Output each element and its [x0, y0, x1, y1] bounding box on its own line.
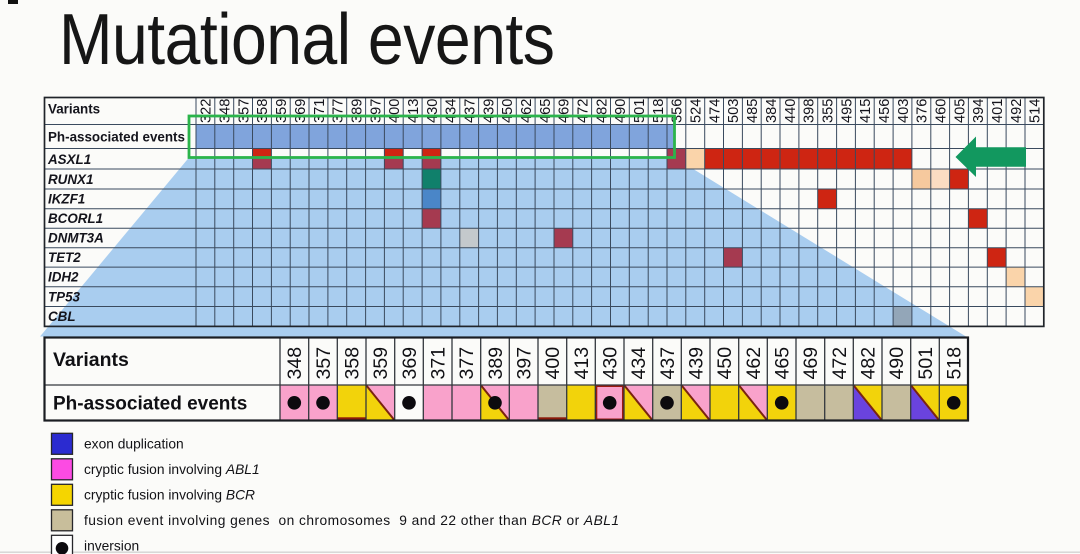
svg-text:371: 371	[428, 347, 450, 380]
svg-text:501: 501	[632, 99, 648, 123]
svg-text:460: 460	[934, 99, 950, 123]
svg-text:CBL: CBL	[48, 309, 76, 324]
svg-text:518: 518	[651, 99, 667, 123]
svg-text:440: 440	[783, 99, 799, 123]
svg-text:inversion: inversion	[84, 539, 139, 554]
svg-text:482: 482	[594, 99, 610, 123]
svg-text:462: 462	[743, 347, 765, 380]
svg-text:415: 415	[858, 99, 874, 123]
svg-text:322: 322	[199, 99, 215, 123]
svg-text:524: 524	[689, 99, 705, 123]
svg-text:400: 400	[542, 347, 564, 380]
svg-text:377: 377	[456, 347, 478, 380]
svg-text:371: 371	[312, 99, 328, 123]
svg-text:384: 384	[764, 99, 780, 123]
svg-text:501: 501	[915, 347, 937, 380]
svg-text:398: 398	[802, 99, 818, 123]
svg-text:355: 355	[820, 99, 836, 123]
svg-text:450: 450	[500, 99, 516, 123]
svg-text:403: 403	[896, 99, 912, 123]
svg-text:348: 348	[284, 347, 306, 380]
svg-text:469: 469	[557, 99, 573, 123]
svg-text:DNMT3A: DNMT3A	[48, 231, 104, 246]
svg-text:490: 490	[886, 347, 908, 380]
svg-text:437: 437	[463, 99, 479, 123]
svg-text:Ph-associated events: Ph-associated events	[48, 130, 185, 145]
svg-text:Variants: Variants	[48, 102, 100, 117]
svg-text:430: 430	[600, 347, 622, 380]
svg-text:exon duplication: exon duplication	[84, 437, 184, 452]
svg-text:Mutational events: Mutational events	[59, 0, 554, 80]
svg-text:fusion event involving genes: fusion event involving genes on chromoso…	[84, 513, 619, 528]
svg-text:434: 434	[628, 347, 650, 380]
svg-text:514: 514	[1028, 99, 1044, 123]
svg-text:495: 495	[839, 99, 855, 123]
svg-text:358: 358	[255, 99, 271, 123]
svg-text:462: 462	[519, 99, 535, 123]
svg-text:401: 401	[990, 99, 1006, 123]
svg-text:369: 369	[293, 99, 309, 123]
svg-text:472: 472	[576, 99, 592, 123]
svg-text:490: 490	[613, 99, 629, 123]
svg-text:Ph-associated events: Ph-associated events	[53, 394, 247, 415]
svg-text:465: 465	[538, 99, 554, 123]
svg-text:413: 413	[406, 99, 422, 123]
svg-text:BCORL1: BCORL1	[48, 211, 103, 226]
svg-text:437: 437	[657, 347, 679, 380]
svg-text:482: 482	[858, 347, 880, 380]
svg-text:397: 397	[514, 347, 536, 380]
svg-text:358: 358	[342, 347, 364, 380]
svg-text:456: 456	[877, 99, 893, 123]
svg-text:IDH2: IDH2	[48, 270, 79, 285]
svg-text:474: 474	[707, 99, 723, 123]
svg-text:389: 389	[485, 347, 507, 380]
svg-text:cryptic fusion involving BCR: cryptic fusion involving BCR	[84, 488, 255, 503]
svg-text:348: 348	[218, 99, 234, 123]
svg-text:TP53: TP53	[48, 289, 81, 304]
svg-text:357: 357	[313, 347, 335, 380]
svg-text:503: 503	[726, 99, 742, 123]
svg-text:356: 356	[670, 99, 686, 123]
svg-text:430: 430	[425, 99, 441, 123]
svg-text:369: 369	[399, 347, 421, 380]
svg-text:389: 389	[349, 99, 365, 123]
svg-text:IKZF1: IKZF1	[48, 192, 85, 207]
svg-text:Variants: Variants	[53, 349, 129, 371]
svg-text:394: 394	[971, 99, 987, 123]
svg-text:RUNX1: RUNX1	[48, 172, 93, 187]
svg-text:413: 413	[571, 347, 593, 380]
svg-text:472: 472	[829, 347, 851, 380]
svg-text:359: 359	[274, 99, 290, 123]
svg-text:405: 405	[952, 99, 968, 123]
svg-text:TET2: TET2	[48, 250, 81, 265]
svg-text:400: 400	[387, 99, 403, 123]
svg-text:357: 357	[236, 99, 252, 123]
svg-text:492: 492	[1009, 99, 1025, 123]
svg-text:469: 469	[800, 347, 822, 380]
svg-text:376: 376	[915, 99, 931, 123]
svg-text:cryptic fusion involving ABL1: cryptic fusion involving ABL1	[84, 462, 260, 477]
svg-text:397: 397	[368, 99, 384, 123]
svg-text:485: 485	[745, 99, 761, 123]
svg-text:ASXL1: ASXL1	[47, 152, 91, 167]
svg-text:434: 434	[444, 99, 460, 123]
svg-text:465: 465	[772, 347, 794, 380]
svg-text:359: 359	[370, 347, 392, 380]
svg-text:518: 518	[944, 347, 966, 380]
svg-text:439: 439	[686, 347, 708, 380]
svg-text:439: 439	[481, 99, 497, 123]
svg-text:450: 450	[714, 347, 736, 380]
svg-text:377: 377	[331, 99, 347, 123]
